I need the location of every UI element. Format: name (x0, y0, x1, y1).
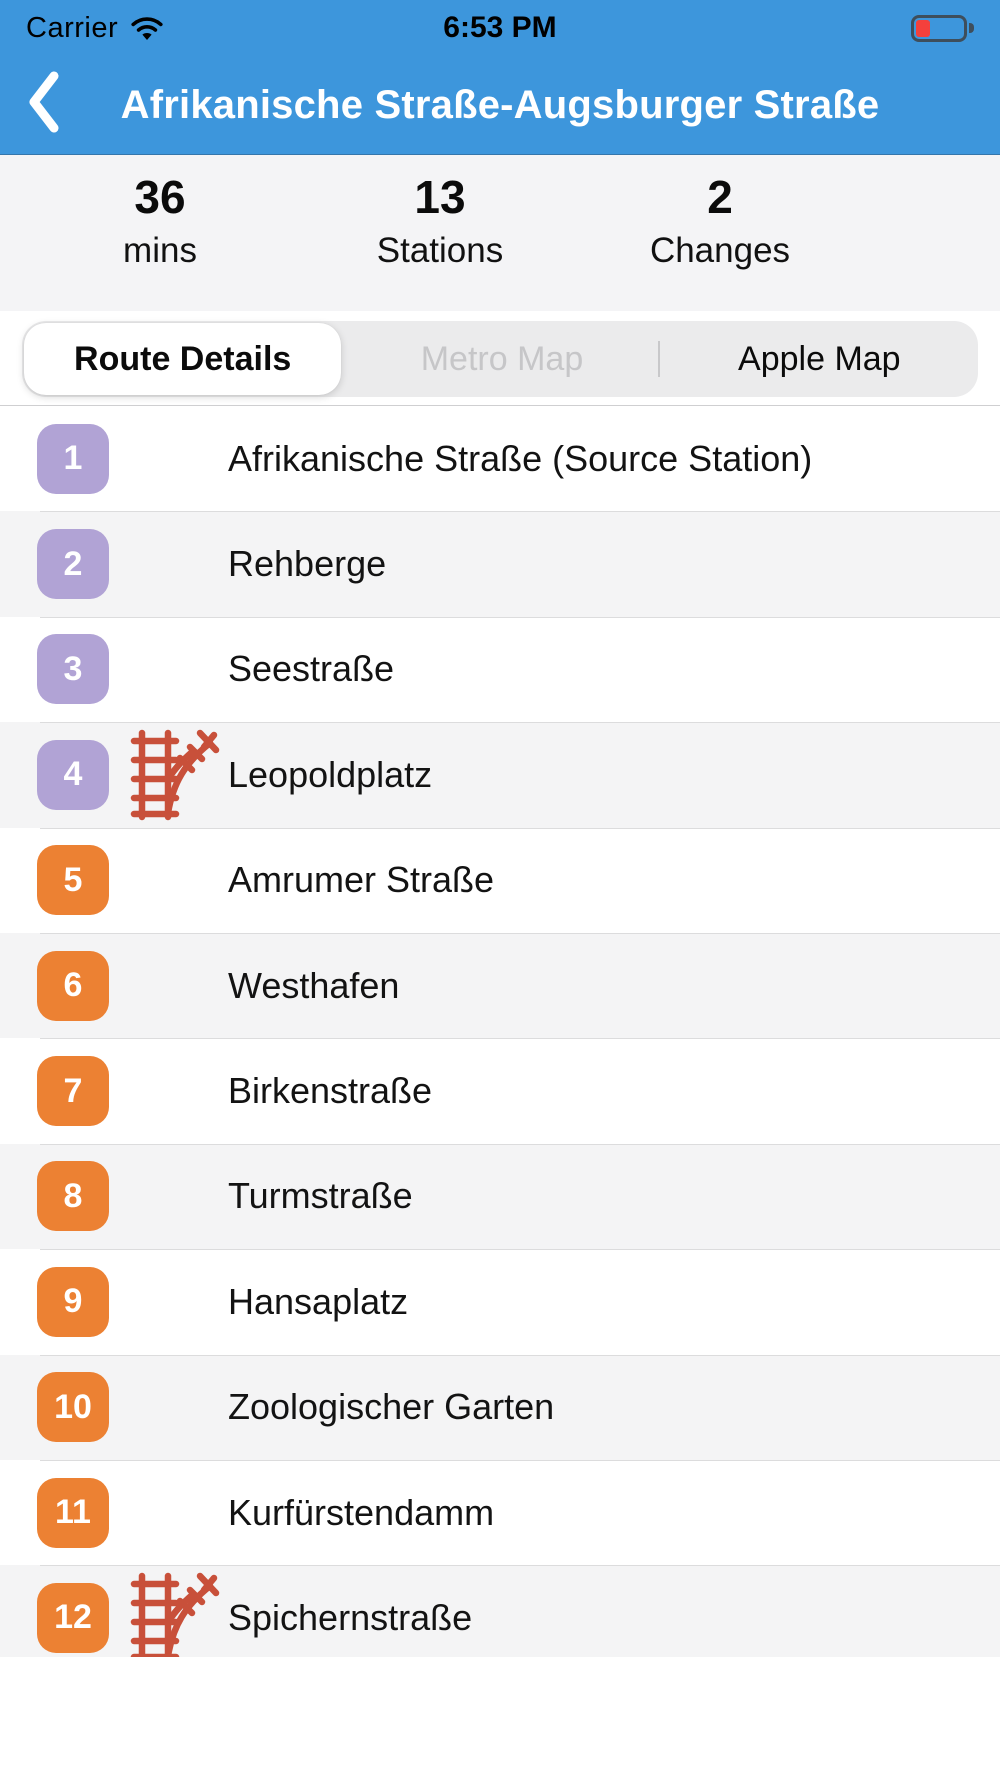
battery-fill (916, 19, 930, 37)
station-row: 7 Birkenstraße (0, 1038, 1000, 1143)
carrier-label: Carrier (26, 11, 119, 44)
stat-duration-label: mins (123, 231, 197, 270)
tab-route-details[interactable]: Route Details (24, 323, 342, 395)
station-name: Kurfürstendamm (228, 1491, 495, 1533)
station-number-badge: 1 (37, 423, 109, 494)
station-list[interactable]: 1 Afrikanische Straße (Source Station) 2… (0, 406, 1000, 1657)
wifi-icon (130, 15, 164, 42)
station-name: Seestraße (228, 648, 395, 690)
stat-stations-label: Stations (376, 231, 504, 270)
station-row: 4 Leopoldpl (0, 722, 1000, 828)
station-name: Zoologischer Garten (228, 1386, 555, 1428)
battery-body (911, 14, 967, 42)
tab-band: Route Details Metro Map Apple Map (0, 311, 1000, 406)
station-row: 1 Afrikanische Straße (Source Station) (0, 406, 1000, 511)
chevron-left-icon (28, 71, 60, 133)
status-time: 6:53 PM (443, 11, 557, 44)
status-bar: Carrier 6:53 PM (0, 0, 1000, 52)
station-number-badge: 9 (37, 1266, 109, 1337)
track-junction-icon (128, 1570, 220, 1657)
station-name: Birkenstraße (228, 1070, 433, 1112)
station-row: 9 Hansaplatz (0, 1249, 1000, 1354)
station-number-badge: 5 (37, 845, 109, 916)
segment-divider (658, 341, 661, 377)
station-row: 12 Spichern (0, 1565, 1000, 1657)
stat-changes-value: 2 (707, 171, 733, 223)
station-number-badge: 4 (37, 739, 109, 810)
station-number-badge: 8 (37, 1161, 109, 1232)
station-row: 11 Kurfürstendamm (0, 1459, 1000, 1565)
route-summary: 36 mins 13 Stations 2 Changes (0, 155, 1000, 311)
station-row: 6 Westhafen (0, 932, 1000, 1039)
header: Carrier 6:53 PM (0, 0, 1000, 155)
battery-cap (969, 23, 974, 33)
station-row: 10 Zoologischer Garten (0, 1354, 1000, 1460)
station-name: Hansaplatz (228, 1280, 409, 1322)
segmented-control: Route Details Metro Map Apple Map (22, 321, 978, 397)
station-row: 2 Rehberge (0, 511, 1000, 617)
station-name: Rehberge (228, 543, 387, 585)
stat-stations: 13 Stations (300, 171, 580, 311)
station-number-badge: 6 (37, 950, 109, 1021)
station-row: 8 Turmstraße (0, 1143, 1000, 1250)
station-name: Afrikanische Straße (Source Station) (228, 437, 813, 479)
station-row: 5 Amrumer Straße (0, 827, 1000, 933)
station-name: Amrumer Straße (228, 859, 495, 901)
nav-bar: Afrikanische Straße-Augsburger Straße (0, 52, 1000, 159)
station-name: Leopoldplatz (228, 753, 433, 795)
station-number-badge: 10 (37, 1372, 109, 1443)
stat-changes: 2 Changes (580, 171, 860, 311)
back-button[interactable] (22, 60, 82, 144)
station-name: Westhafen (228, 964, 400, 1006)
station-number-badge: 12 (37, 1582, 109, 1653)
station-row: 3 Seestraße (0, 616, 1000, 722)
tab-metro-map[interactable]: Metro Map (343, 321, 660, 397)
station-name: Turmstraße (228, 1175, 413, 1217)
stat-stations-value: 13 (414, 171, 466, 223)
station-number-badge: 7 (37, 1056, 109, 1127)
station-number-badge: 2 (37, 529, 109, 600)
page-title: Afrikanische Straße-Augsburger Straße (120, 83, 880, 127)
station-name: Spichernstraße (228, 1596, 473, 1638)
station-number-badge: 11 (37, 1477, 109, 1548)
track-junction-icon (128, 727, 220, 823)
stat-duration-value: 36 (134, 171, 186, 223)
tab-apple-map[interactable]: Apple Map (661, 321, 978, 397)
stat-changes-label: Changes (649, 231, 791, 270)
stat-duration: 36 mins (20, 171, 300, 311)
station-number-badge: 3 (37, 634, 109, 705)
battery-low-icon (911, 14, 974, 42)
